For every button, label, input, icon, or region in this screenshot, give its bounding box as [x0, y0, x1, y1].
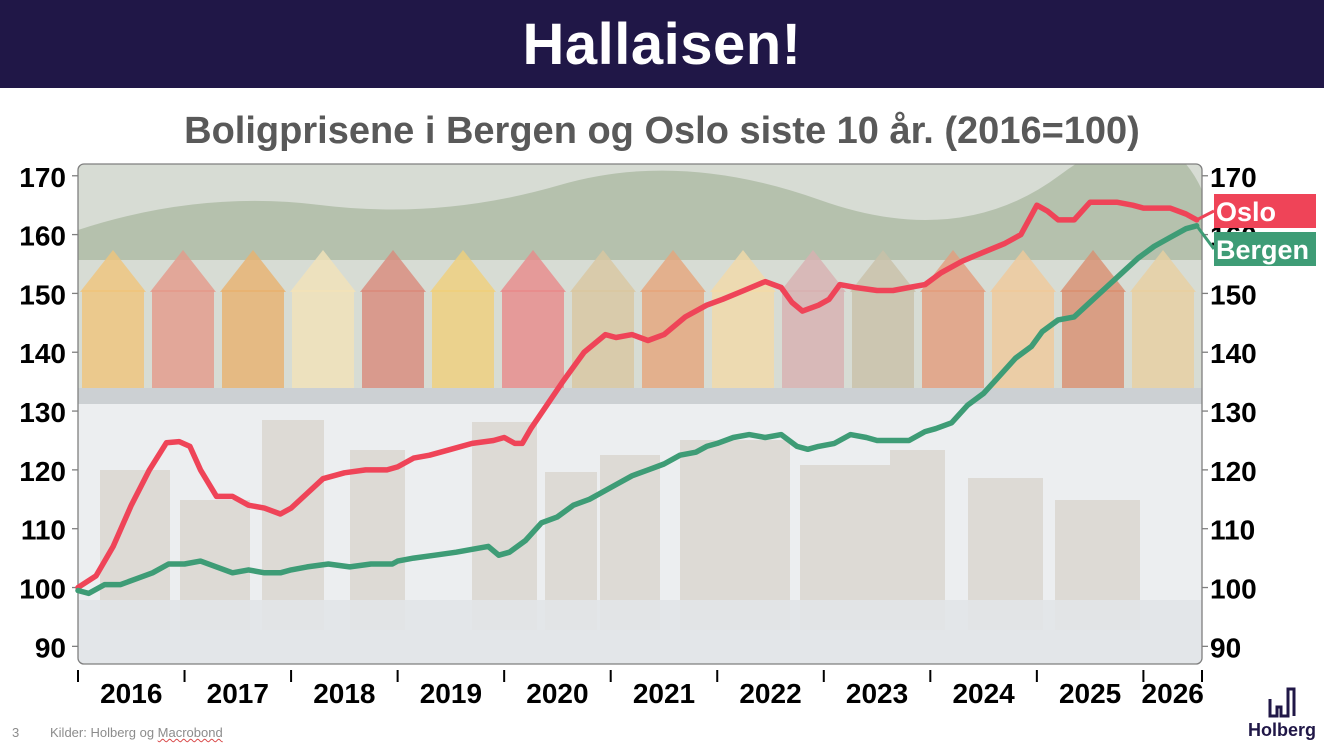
x-tick-label: 2018 — [313, 678, 375, 709]
backdrop-house — [222, 290, 284, 388]
backdrop-house — [922, 290, 984, 388]
series-line-bergen — [75, 223, 1200, 597]
x-tick-label: 2024 — [952, 678, 1015, 709]
axes: 90 90 100 100 110 110 120 120 130 130 140 140 150 150… — [19, 162, 1256, 709]
series-label-oslo: Oslo — [1216, 197, 1276, 227]
page-number: 3 — [12, 725, 20, 740]
y-tick-label-right: 150 — [1210, 279, 1257, 310]
backdrop-house — [152, 290, 214, 388]
series-end-labels: Oslo Bergen — [1195, 194, 1316, 266]
y-tick-label-left: 100 — [19, 574, 66, 605]
backdrop-hills — [78, 164, 1202, 260]
y-tick-label-right: 90 — [1210, 632, 1241, 663]
x-tick-label: 2021 — [633, 678, 695, 709]
x-tick-label: 2025 — [1059, 678, 1121, 709]
y-tick-label-left: 120 — [19, 456, 66, 487]
holberg-logo: Holberg — [1244, 686, 1320, 742]
backdrop-roof — [290, 250, 356, 292]
backdrop-roof — [430, 250, 496, 292]
source-name: Macrobond — [157, 725, 223, 740]
backdrop-house — [852, 290, 914, 388]
x-tick-label: 2019 — [420, 678, 482, 709]
backdrop-roof — [360, 250, 426, 292]
backdrop-roof — [500, 250, 566, 292]
backdrop-house — [502, 290, 564, 388]
backdrop-roof — [640, 250, 706, 292]
backdrop-building — [472, 422, 537, 630]
plot-frame — [77, 163, 1203, 665]
chart-title: Boligprisene i Bergen og Oslo siste 10 å… — [184, 110, 1140, 152]
y-tick-label-left: 90 — [35, 632, 66, 663]
y-tick-label-left: 150 — [19, 279, 66, 310]
chart-background-photo — [78, 164, 1202, 664]
backdrop-roof — [920, 250, 986, 292]
backdrop-roof — [570, 250, 636, 292]
y-tick-label-right: 110 — [1210, 515, 1255, 546]
y-tick-label-left: 160 — [19, 221, 66, 252]
y-tick-label-right: 140 — [1210, 338, 1257, 369]
y-tick-label-right: 100 — [1210, 574, 1257, 605]
source-note: Kilder: Holberg og Macrobond — [50, 725, 223, 740]
y-tick-label-left: 170 — [19, 162, 66, 193]
backdrop-roof — [1130, 250, 1196, 292]
backdrop-quay — [78, 388, 1202, 404]
x-tick-label: 2017 — [207, 678, 269, 709]
backdrop-roof — [990, 250, 1056, 292]
y-tick-label-left: 140 — [19, 338, 66, 369]
backdrop-house — [432, 290, 494, 388]
backdrop-roof — [80, 250, 146, 292]
backdrop-house — [362, 290, 424, 388]
series-connector-oslo — [1195, 209, 1215, 222]
backdrop-roof — [850, 250, 916, 292]
backdrop-water — [78, 600, 1202, 664]
backdrop-roof — [150, 250, 216, 292]
source-prefix: Kilder: Holberg og — [50, 725, 158, 740]
series-label-box-oslo — [1214, 194, 1316, 228]
series-connector-bergen — [1195, 224, 1216, 250]
series-line-oslo — [75, 199, 1200, 591]
x-tick-label: 2020 — [526, 678, 588, 709]
backdrop-house — [712, 290, 774, 388]
y-tick-label-right: 120 — [1210, 456, 1257, 487]
logo-text: Holberg — [1247, 720, 1316, 740]
slide-title: Hallaisen! — [522, 11, 802, 77]
backdrop-roof — [780, 250, 846, 292]
backdrop-building — [680, 440, 790, 630]
y-tick-label-right: 170 — [1210, 162, 1257, 193]
title-banner: Hallaisen! — [0, 0, 1324, 88]
y-tick-label-left: 130 — [19, 397, 66, 428]
series-lines — [75, 199, 1200, 597]
x-tick-label: 2023 — [846, 678, 908, 709]
y-tick-label-right: 130 — [1210, 397, 1257, 428]
backdrop-house — [292, 290, 354, 388]
series-label-bergen: Bergen — [1216, 235, 1309, 265]
backdrop-building — [262, 420, 324, 630]
x-tick-label: 2026 — [1142, 678, 1204, 709]
x-tick-label: 2022 — [739, 678, 801, 709]
y-tick-label-left: 110 — [21, 515, 66, 546]
backdrop-roof — [220, 250, 286, 292]
backdrop-house — [1132, 290, 1194, 388]
backdrop-house — [1062, 290, 1124, 388]
backdrop-house — [82, 290, 144, 388]
bar-chart-logo-icon — [1268, 687, 1296, 718]
series-label-box-bergen — [1214, 232, 1316, 266]
x-tick-label: 2016 — [100, 678, 162, 709]
